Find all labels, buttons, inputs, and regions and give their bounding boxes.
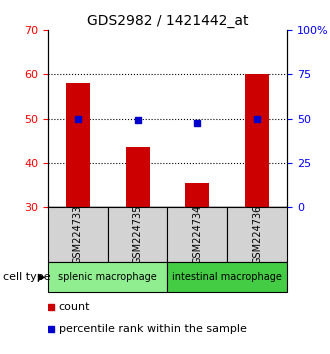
Text: GSM224733: GSM224733: [73, 205, 83, 264]
Text: count: count: [59, 302, 90, 313]
Text: GSM224734: GSM224734: [192, 205, 202, 264]
Bar: [126, 147, 149, 207]
Bar: [108, 207, 167, 262]
Bar: [66, 83, 90, 207]
Bar: [185, 183, 209, 207]
Bar: [168, 207, 227, 262]
Text: ▶: ▶: [38, 272, 46, 282]
Bar: [245, 74, 269, 207]
Text: GSM224736: GSM224736: [252, 205, 262, 264]
Text: intestinal macrophage: intestinal macrophage: [172, 272, 282, 282]
Text: splenic macrophage: splenic macrophage: [58, 272, 157, 282]
Bar: [48, 207, 108, 262]
Text: percentile rank within the sample: percentile rank within the sample: [59, 324, 247, 334]
Text: cell type: cell type: [3, 272, 51, 282]
Bar: [48, 262, 168, 292]
Bar: [168, 262, 287, 292]
Text: GSM224735: GSM224735: [133, 205, 143, 264]
Bar: [227, 207, 287, 262]
Title: GDS2982 / 1421442_at: GDS2982 / 1421442_at: [87, 14, 248, 28]
